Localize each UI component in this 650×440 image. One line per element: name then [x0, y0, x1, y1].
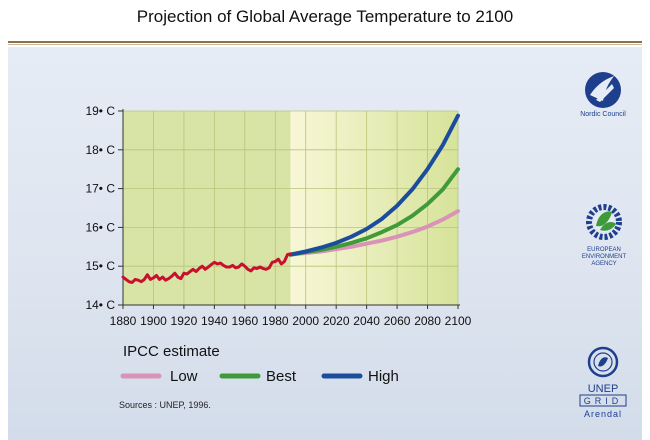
series-line-high [288, 113, 460, 257]
un-wreath-icon [587, 346, 619, 378]
axes [122, 109, 460, 306]
eea-text-line1: EUROPEAN [587, 247, 621, 253]
legend-label-best: Best [266, 368, 297, 385]
x-tick-label: 2020 [323, 314, 350, 328]
source-note: Sources : UNEP, 1996. [119, 400, 211, 410]
x-tick-label: 2100 [445, 314, 472, 328]
title-rule-light [8, 44, 642, 45]
y-tick-label: 19• C [85, 104, 115, 118]
grid-box [579, 394, 627, 407]
legend: IPCC estimate Low Best High [120, 343, 399, 385]
legend-label-high: High [368, 368, 399, 385]
grid-text: GRID [584, 396, 623, 406]
nordic-council-swan-icon [585, 72, 621, 108]
plot-background-projection [290, 111, 458, 305]
y-tick-label: 17• C [85, 182, 115, 196]
series-lines [121, 113, 460, 284]
chart-title: Projection of Global Average Temperature… [136, 7, 514, 26]
y-tick-label: 18• C [85, 143, 115, 157]
unep-grid-logo: UNEP GRID Arendal [579, 346, 627, 419]
arendal-text: Arendal [584, 409, 622, 419]
y-tick-labels: 14• C 15• C 16• C 17• C 18• C 19• C [85, 104, 123, 312]
x-tick-label: 1980 [262, 314, 289, 328]
x-tick-label: 2060 [384, 314, 411, 328]
x-tick-labels: 1880 1900 1920 1940 1960 1980 2000 2020 2040 2060… [110, 305, 472, 328]
legend-title: IPCC estimate [123, 343, 220, 360]
eea-logo: EUROPEAN ENVIRONMENT AGENCY [582, 204, 627, 267]
x-tick-label: 1960 [231, 314, 258, 328]
y-tick-label: 16• C [85, 220, 115, 234]
x-tick-label: 2040 [353, 314, 380, 328]
nordic-council-text: Nordic Council [580, 111, 626, 118]
x-tick-label: 2000 [292, 314, 319, 328]
y-tick-label: 14• C [85, 298, 115, 312]
y-tick-label: 15• C [85, 259, 115, 273]
unep-text: UNEP [588, 383, 619, 395]
eea-text-line2: ENVIRONMENT [582, 254, 627, 260]
nordic-council-logo: Nordic Council [580, 72, 626, 118]
eea-gear-leaf-icon [586, 204, 622, 240]
observed-temperature-line [121, 252, 292, 284]
plot-background-history [123, 111, 291, 305]
x-tick-label: 1900 [140, 314, 167, 328]
x-tick-label: 2080 [414, 314, 441, 328]
eea-text-line3: AGENCY [591, 261, 616, 267]
x-tick-label: 1920 [171, 314, 198, 328]
x-tick-label: 1940 [201, 314, 228, 328]
title-rule [8, 41, 642, 43]
x-tick-label: 1880 [110, 314, 137, 328]
legend-label-low: Low [170, 368, 198, 385]
